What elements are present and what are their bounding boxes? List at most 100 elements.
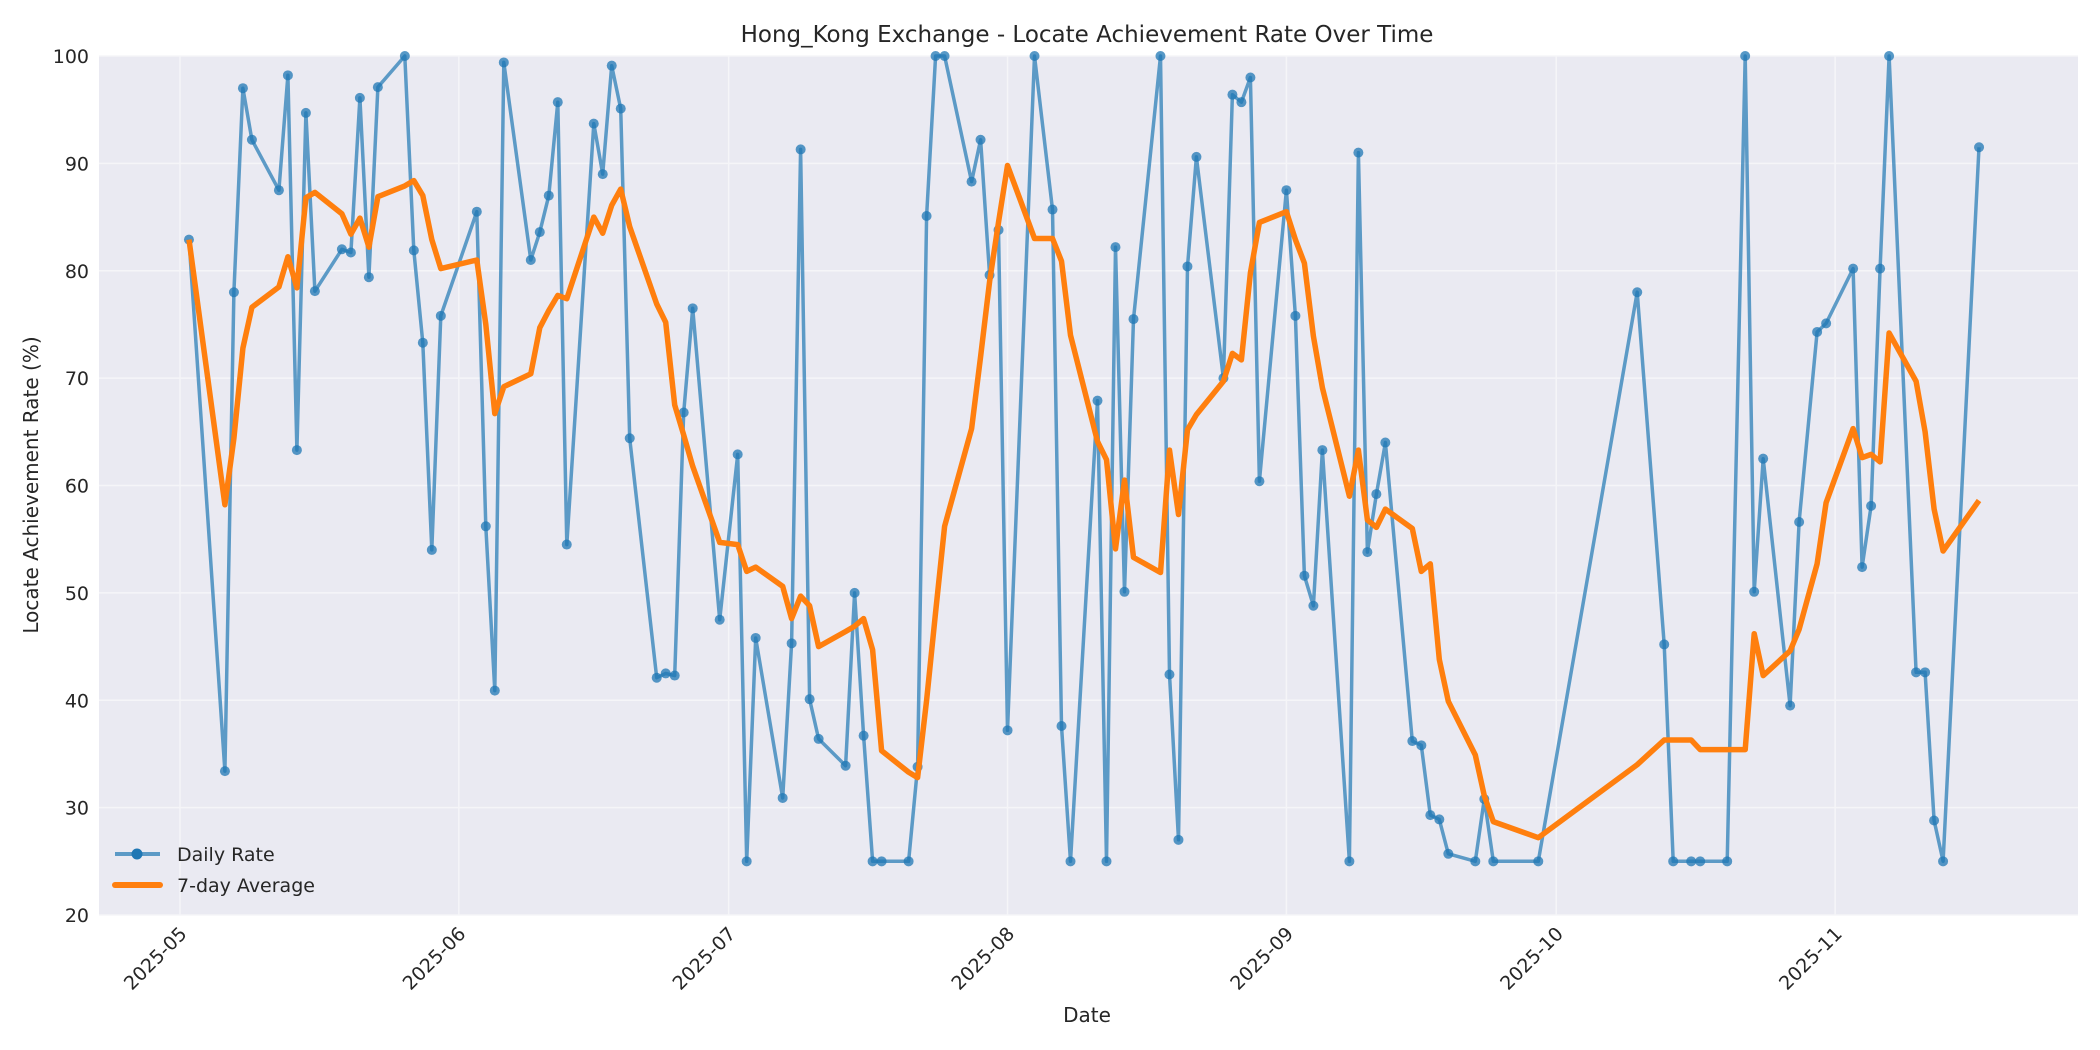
y-axis-ticks: 20 30 40 50 60 70 80 90 100	[53, 46, 89, 927]
daily-rate-point	[417, 337, 428, 348]
daily-rate-point	[804, 694, 815, 705]
daily-rate-point	[1119, 586, 1130, 597]
daily-rate-point	[309, 286, 320, 297]
y-tick-label: 30	[65, 798, 89, 820]
daily-rate-point	[1920, 667, 1931, 678]
daily-rate-point	[1371, 489, 1382, 500]
daily-rate-point	[552, 97, 563, 108]
daily-rate-point	[597, 169, 608, 180]
daily-rate-point	[1317, 445, 1328, 456]
daily-rate-point	[1065, 856, 1076, 867]
daily-rate-point	[1686, 856, 1697, 867]
daily-rate-point	[1101, 856, 1112, 867]
daily-rate-point	[408, 245, 419, 256]
daily-rate-point	[1029, 51, 1040, 61]
daily-rate-point	[1173, 834, 1184, 845]
daily-rate-point	[1056, 721, 1067, 732]
chart-title: Hong_Kong Exchange - Locate Achievement …	[741, 22, 1434, 48]
x-tick-label: 2025-08	[947, 923, 1019, 995]
daily-rate-point	[930, 51, 941, 61]
daily-rate-point	[246, 134, 257, 145]
daily-rate-point	[561, 539, 572, 550]
daily-rate-point	[714, 614, 725, 625]
daily-rate-point	[1470, 856, 1481, 867]
daily-rate-point	[489, 685, 500, 696]
daily-rate-point	[741, 856, 752, 867]
daily-rate-point	[1002, 725, 1013, 736]
daily-rate-point	[1875, 263, 1886, 274]
daily-rate-point	[354, 92, 365, 103]
daily-rate-point	[750, 632, 761, 643]
daily-rate-point	[1848, 263, 1859, 274]
daily-rate-point	[1092, 395, 1103, 406]
legend: Daily Rate 7-day Average	[112, 844, 315, 897]
daily-rate-point	[678, 407, 689, 418]
daily-rate-point	[1236, 97, 1247, 108]
daily-rate-point	[228, 287, 239, 298]
daily-rate-point	[426, 544, 437, 555]
x-axis-ticks: 2025-05 2025-06 2025-07 2025-08 2025-09 2025-…	[120, 923, 1847, 995]
daily-rate-point	[1344, 856, 1355, 867]
daily-rate-point	[372, 82, 383, 93]
daily-rate-point	[1911, 667, 1922, 678]
daily-rate-point	[1434, 814, 1445, 825]
daily-rate-point	[525, 255, 536, 266]
daily-rate-point	[498, 57, 509, 68]
daily-rate-point	[840, 760, 851, 771]
daily-rate-point	[1353, 147, 1364, 158]
daily-rate-point	[336, 244, 347, 255]
y-tick-label: 40	[65, 690, 89, 712]
daily-rate-point	[903, 856, 914, 867]
daily-rate-point	[651, 672, 662, 683]
daily-rate-point	[876, 856, 887, 867]
x-tick-label: 2025-09	[1226, 923, 1298, 995]
daily-rate-point	[813, 733, 824, 744]
daily-rate-point	[1047, 204, 1058, 215]
legend-label-average: 7-day Average	[177, 875, 315, 897]
x-tick-label: 2025-05	[120, 923, 192, 995]
daily-rate-point	[867, 856, 878, 867]
daily-rate-point	[1281, 185, 1292, 196]
daily-rate-point	[1785, 700, 1796, 711]
daily-rate-point	[1191, 151, 1202, 162]
daily-rate-point	[1632, 287, 1643, 298]
daily-rate-point	[1308, 600, 1319, 611]
y-tick-label: 50	[65, 583, 89, 605]
daily-rate-point	[534, 227, 545, 238]
daily-rate-point	[1695, 856, 1706, 867]
daily-rate-point	[1443, 848, 1454, 859]
daily-rate-point	[1155, 51, 1166, 61]
daily-rate-point	[975, 134, 986, 145]
daily-rate-point	[363, 272, 374, 283]
daily-rate-point	[435, 310, 446, 321]
daily-rate-point	[543, 190, 554, 201]
seven-day-average-line	[186, 162, 1982, 841]
y-tick-label: 60	[65, 476, 89, 498]
y-tick-label: 90	[65, 153, 89, 175]
daily-rate-point	[615, 103, 626, 114]
x-tick-label: 2025-07	[669, 923, 741, 995]
daily-rate-point	[669, 670, 680, 681]
daily-rate-point	[1758, 453, 1769, 464]
daily-rate-point	[858, 730, 869, 741]
daily-rate-line	[187, 54, 1981, 864]
daily-rate-point	[1857, 562, 1868, 573]
daily-rate-point	[1182, 261, 1193, 272]
daily-rate-point	[687, 303, 698, 314]
daily-rate-point	[1866, 500, 1877, 511]
daily-rate-point	[1299, 570, 1310, 581]
y-axis-title: Locate Achievement Rate (%)	[19, 336, 43, 633]
x-tick-label: 2025-11	[1775, 923, 1847, 995]
daily-rate-point	[480, 521, 491, 532]
y-tick-label: 70	[65, 368, 89, 390]
x-tick-label: 2025-10	[1496, 923, 1568, 995]
daily-rate-point	[1128, 314, 1139, 325]
daily-rate-point	[849, 587, 860, 598]
daily-rate-point	[399, 51, 410, 61]
daily-rate-point	[606, 60, 617, 71]
daily-rate-point	[273, 185, 284, 196]
daily-rate-marker-icon	[131, 848, 143, 860]
daily-rate-point	[282, 70, 293, 81]
